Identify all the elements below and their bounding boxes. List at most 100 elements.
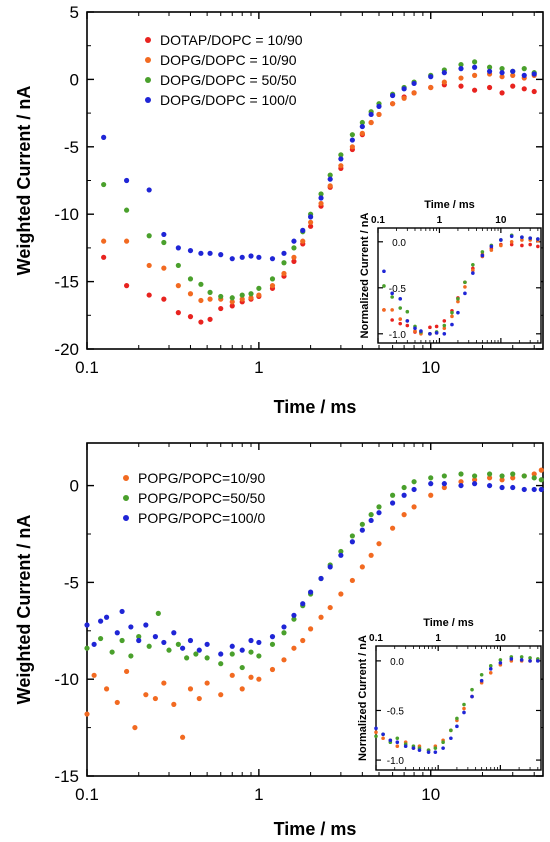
data-point (411, 80, 417, 87)
data-point (187, 291, 194, 297)
inset-data-point (428, 325, 432, 330)
inset-x-tick-label: 10 (495, 215, 507, 226)
inset-data-point (381, 736, 385, 741)
data-point (281, 630, 287, 636)
series-3 (84, 481, 544, 657)
inset-data-point (463, 285, 467, 289)
data-point (207, 296, 213, 302)
data-point (472, 87, 478, 93)
data-point (510, 83, 516, 89)
data-point (218, 293, 224, 300)
data-point (128, 624, 134, 630)
inset-data-point (441, 740, 445, 745)
data-point (229, 295, 235, 301)
data-point (136, 634, 142, 640)
data-point (128, 653, 134, 659)
inset-data-point (382, 308, 386, 312)
inset-data-point (450, 314, 454, 319)
data-point (401, 512, 407, 518)
data-point (256, 639, 262, 646)
data-point (486, 475, 493, 481)
x-axis-title: Time / ms (274, 397, 357, 417)
inset-data-point (480, 250, 485, 254)
inset-data-point (498, 658, 503, 662)
data-point (458, 83, 464, 89)
inset-data-point (520, 243, 524, 248)
data-point (204, 680, 210, 686)
data-point (318, 200, 324, 207)
inset-data-point (499, 243, 503, 248)
data-point (401, 86, 407, 92)
inset-series-4 (382, 234, 540, 336)
data-point (124, 283, 130, 289)
data-point (143, 622, 149, 628)
data-point (411, 90, 417, 96)
inset-data-point (442, 319, 447, 323)
data-point (229, 643, 235, 649)
inset-data-point (417, 748, 422, 752)
data-point (458, 471, 464, 477)
data-point (499, 66, 505, 72)
data-point (538, 477, 544, 483)
inset-data-point (455, 724, 459, 729)
inset-data-point (471, 271, 475, 275)
data-point (538, 467, 544, 473)
data-point (291, 612, 297, 618)
data-point (256, 285, 262, 291)
inset-data-point (405, 319, 410, 323)
data-point (327, 564, 333, 570)
inset-data-point (489, 244, 494, 249)
data-point (98, 618, 104, 624)
data-point (401, 484, 407, 491)
data-point (198, 281, 204, 287)
data-point (101, 134, 107, 140)
inset-data-point (398, 297, 403, 301)
data-point (281, 250, 287, 256)
data-point (499, 70, 505, 76)
inset-data-point (471, 263, 475, 267)
data-point (175, 641, 181, 647)
data-point (161, 680, 167, 686)
data-point (248, 637, 254, 644)
data-point (411, 486, 417, 493)
inset-chart: 0.1 1 10 -1.0 -0.5 0.0 Time / ms Normalized Cur… (357, 617, 542, 771)
inset-data-point (433, 750, 438, 754)
data-point (207, 289, 213, 295)
data-point (486, 84, 493, 91)
inset-data-point (536, 659, 540, 663)
data-point (239, 647, 245, 653)
data-point (359, 130, 365, 136)
data-point (180, 645, 186, 651)
y-tick-label: -15 (54, 767, 79, 786)
data-point (390, 101, 396, 107)
data-point (196, 647, 202, 653)
inset-series-3 (374, 657, 540, 754)
data-point (146, 643, 152, 649)
inset-y-tick-label: 0.0 (390, 657, 404, 668)
data-point (441, 473, 447, 479)
data-point (499, 473, 505, 479)
inset-data-point (489, 248, 494, 252)
inset-data-point (509, 657, 514, 661)
data-point (91, 672, 97, 678)
inset-data-point (390, 318, 394, 322)
data-point (204, 655, 210, 661)
data-point (349, 144, 355, 150)
data-point (187, 247, 194, 254)
data-point (291, 616, 297, 622)
data-point (281, 260, 287, 266)
data-point (538, 486, 544, 493)
data-point (146, 262, 152, 269)
data-point (256, 292, 262, 298)
inset-data-point (528, 659, 532, 663)
data-point (338, 552, 344, 558)
inset-data-point (413, 326, 417, 331)
chart-2: 0.1 1 10 -15 -10 -5 0 Time / ms Weighted Current… (14, 442, 544, 839)
data-point (531, 88, 537, 95)
y-tick-label: 5 (70, 3, 79, 22)
data-point (472, 64, 478, 70)
x-tick-label: 0.1 (75, 785, 99, 804)
inset-data-point (390, 308, 394, 312)
data-point (472, 477, 478, 483)
